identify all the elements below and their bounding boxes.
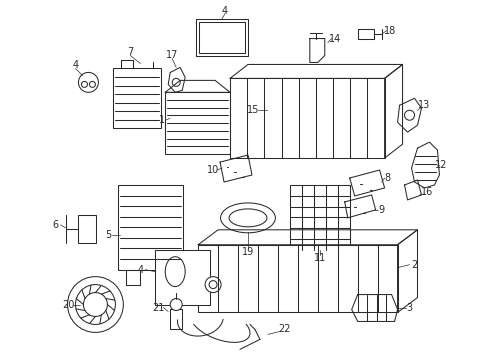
Bar (198, 245, 397, 312)
Text: 4: 4 (137, 265, 143, 275)
Text: 7: 7 (127, 48, 133, 58)
Text: 18: 18 (383, 26, 395, 36)
Circle shape (209, 280, 217, 289)
Text: 10: 10 (206, 165, 219, 175)
Circle shape (170, 298, 182, 310)
Text: 1: 1 (159, 115, 165, 125)
Circle shape (81, 81, 87, 87)
Text: 2: 2 (410, 260, 417, 270)
Bar (155, 250, 210, 305)
Ellipse shape (228, 209, 266, 227)
Text: 14: 14 (328, 33, 340, 44)
Circle shape (266, 105, 276, 115)
Text: 8: 8 (384, 173, 390, 183)
Text: 15: 15 (246, 105, 259, 115)
Text: 19: 19 (242, 247, 254, 257)
Circle shape (83, 293, 107, 316)
Circle shape (204, 276, 221, 293)
Circle shape (172, 78, 180, 86)
Bar (289, 185, 349, 250)
Text: 16: 16 (421, 187, 433, 197)
Ellipse shape (220, 203, 275, 233)
Text: 4: 4 (222, 6, 227, 15)
Text: 4: 4 (72, 60, 79, 71)
Text: 20: 20 (62, 300, 75, 310)
Text: 22: 22 (278, 324, 290, 334)
Bar (170, 310, 182, 329)
Bar (229, 78, 384, 158)
Circle shape (404, 110, 414, 120)
Bar (78, 215, 96, 243)
Bar (199, 22, 244, 54)
Text: 3: 3 (406, 302, 412, 312)
Text: 13: 13 (418, 100, 430, 110)
Bar (165, 92, 229, 154)
Text: 6: 6 (52, 220, 59, 230)
Text: 21: 21 (152, 302, 164, 312)
Circle shape (78, 72, 98, 92)
Circle shape (67, 276, 123, 332)
Text: 12: 12 (434, 160, 447, 170)
Text: 17: 17 (166, 50, 178, 60)
Ellipse shape (165, 257, 185, 287)
Circle shape (75, 285, 115, 324)
Bar (113, 68, 161, 128)
Text: 11: 11 (313, 253, 325, 263)
Bar (196, 19, 247, 57)
Circle shape (89, 81, 95, 87)
Bar (118, 185, 183, 270)
Text: 5: 5 (105, 230, 111, 240)
Text: 9: 9 (378, 205, 384, 215)
